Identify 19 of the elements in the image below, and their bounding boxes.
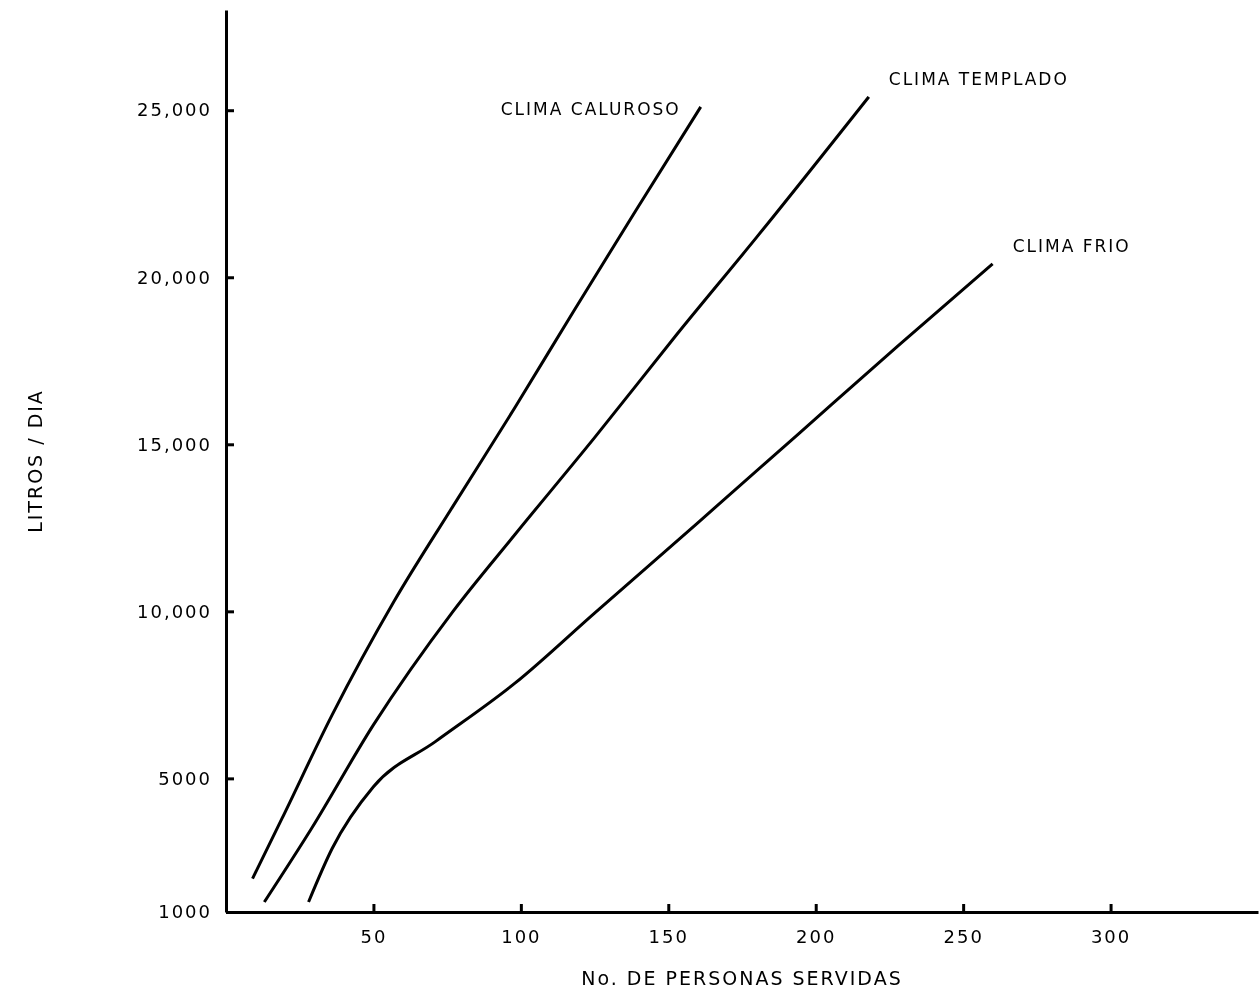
line-series bbox=[307, 262, 995, 904]
x-tick-label: 100 bbox=[501, 925, 542, 947]
x-tick-label: 200 bbox=[796, 925, 837, 947]
series-label: CLIMA TEMPLADO bbox=[888, 68, 1069, 89]
series-label: CLIMA FRIO bbox=[1012, 235, 1131, 256]
series-label: CLIMA CALUROSO bbox=[500, 98, 681, 119]
y-axis-title: LITROS / DIA bbox=[24, 389, 46, 533]
y-tick-label: 1000 bbox=[158, 901, 212, 923]
line-series bbox=[262, 95, 871, 904]
x-tick-label: 150 bbox=[648, 925, 689, 947]
x-tick-label: 50 bbox=[360, 925, 388, 947]
y-tick-label: 25,000 bbox=[137, 99, 212, 121]
x-axis-title: No. DE PERSONAS SERVIDAS bbox=[581, 967, 903, 989]
x-tick-label: 250 bbox=[943, 925, 984, 947]
y-tick-label: 20,000 bbox=[137, 266, 212, 288]
x-tick-label: 300 bbox=[1090, 925, 1132, 947]
y-tick-label: 15,000 bbox=[137, 433, 212, 455]
y-tick-label: 10,000 bbox=[137, 600, 212, 622]
y-tick-label: 5000 bbox=[158, 767, 212, 789]
